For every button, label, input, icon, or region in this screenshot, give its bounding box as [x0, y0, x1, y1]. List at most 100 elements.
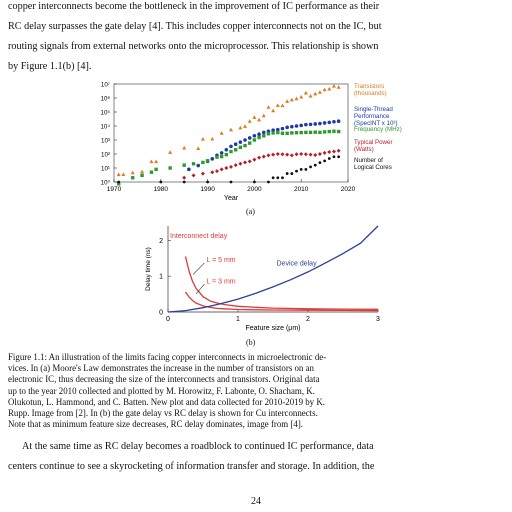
data-point [276, 130, 280, 135]
intro-line: RC delay surpasses the gate delay [4]. T… [8, 21, 382, 32]
chart-a-x-axis-label: Year [224, 195, 239, 202]
data-point [201, 160, 205, 165]
data-point [276, 127, 280, 132]
legend-entry: Typical Power [354, 139, 393, 146]
data-point [257, 132, 261, 136]
caption-line: vices. In (a) Moore's Law demonstrates t… [8, 363, 314, 374]
data-point [233, 142, 238, 147]
data-point [299, 152, 304, 156]
caption-line: electronic IC, thus decreasing the size … [8, 374, 320, 385]
outro-line: centers continue to see a skyrocketing o… [8, 461, 375, 472]
data-point [257, 117, 262, 122]
data-point [219, 131, 224, 135]
data-point [210, 157, 215, 161]
data-point [337, 155, 341, 159]
data-point [294, 131, 299, 135]
data-point [294, 96, 299, 101]
data-point [262, 134, 266, 138]
y-tick-label: 1 [159, 274, 163, 281]
x-tick-label: 1990 [200, 186, 215, 193]
data-point [191, 162, 196, 166]
data-point [140, 173, 144, 178]
x-tick-label: 1980 [154, 186, 169, 193]
data-point [313, 152, 318, 157]
data-point [252, 157, 257, 162]
data-point [304, 130, 308, 135]
data-point [280, 152, 285, 157]
data-point [327, 157, 331, 160]
data-point [117, 180, 121, 184]
data-point [187, 167, 191, 172]
data-point [318, 130, 322, 135]
figure-caption: Figure 1.1: An illustration of the limit… [8, 352, 504, 430]
x-tick-label: 2010 [294, 186, 309, 193]
data-point [318, 121, 322, 126]
data-point [289, 153, 294, 158]
chart-a-axes: 1970 1980 1990 2000 2010 2020 10⁰ 10¹ 10² 10³ 10⁴ 1… [100, 82, 355, 194]
y-tick-label: 10² [101, 152, 110, 159]
data-point [238, 140, 243, 144]
data-point [299, 130, 303, 135]
data-point [294, 152, 299, 157]
data-point [224, 147, 229, 152]
figure-a-label: (a) [246, 207, 255, 216]
data-point [275, 152, 280, 156]
data-point [276, 176, 280, 180]
data-point [299, 94, 304, 99]
data-point [238, 145, 243, 150]
data-point [219, 154, 224, 159]
legend-entry: Number of [354, 157, 383, 164]
legend-entry: (Watts) [354, 146, 374, 153]
data-point [275, 103, 280, 107]
chart-a-legend: Transistors(thousands) Single-ThreadPerfo… [354, 83, 402, 171]
x-tick-label: 2 [306, 316, 310, 323]
l-3mm-annotation: L = 3 mm [207, 278, 236, 285]
outro-paragraph: At the same time as RC delay becomes a r… [8, 437, 504, 477]
data-point [219, 151, 224, 155]
data-point [266, 153, 271, 158]
legend-entry: Transistors [354, 83, 384, 90]
data-point [233, 163, 238, 168]
data-point [318, 161, 322, 165]
data-point [130, 170, 135, 175]
data-point [313, 130, 317, 134]
data-point [238, 125, 243, 130]
intro-paragraph: copper interconnects become the bottlene… [8, 0, 504, 77]
interconnect-delay-annotation: Interconnect delay [170, 233, 228, 240]
data-point [308, 130, 313, 135]
data-point [248, 141, 252, 145]
data-point [303, 152, 308, 157]
data-point [233, 148, 238, 152]
data-point [322, 87, 327, 92]
data-point [289, 97, 294, 102]
data-point [322, 150, 327, 155]
data-point [327, 120, 332, 125]
y-tick-label: 10⁶ [101, 96, 111, 103]
data-point [285, 125, 289, 130]
legend-entry: Single-Thread [354, 106, 393, 113]
data-point [308, 152, 313, 157]
data-point [266, 132, 271, 136]
data-point [214, 169, 219, 174]
data-point [317, 90, 322, 94]
chart-a-points [116, 83, 341, 186]
l-5mm-annotation: L = 5 mm [207, 257, 236, 264]
chart-b-y-axis-label: Delay time (ns) [145, 247, 152, 291]
data-point [308, 93, 313, 98]
data-point [182, 145, 187, 150]
data-point [229, 180, 233, 184]
figure-b-label: (b) [246, 338, 256, 347]
data-point [154, 167, 158, 172]
data-point [290, 172, 294, 175]
data-point [243, 124, 248, 128]
data-point [224, 166, 229, 170]
data-point [303, 90, 308, 95]
chart-b-axes: 0 1 2 3 0 1 2 [159, 226, 380, 323]
data-point [304, 122, 308, 127]
data-point [290, 124, 294, 129]
data-point [261, 130, 266, 135]
data-point [299, 167, 303, 171]
y-tick-label: 2 [159, 238, 163, 245]
y-tick-label: 10⁵ [101, 110, 111, 117]
y-tick-label: 10⁰ [101, 180, 111, 187]
